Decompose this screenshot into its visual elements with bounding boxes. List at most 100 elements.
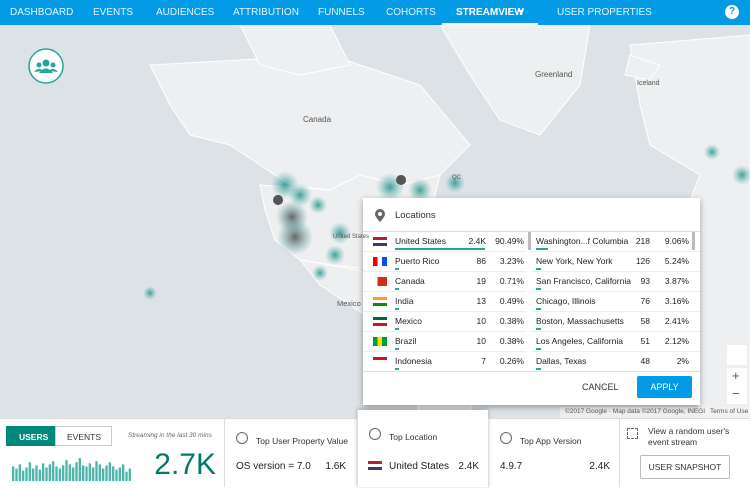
heat xyxy=(329,222,351,244)
spark-bar xyxy=(95,461,98,481)
popup-title: Locations xyxy=(395,210,436,221)
country-percent[interactable]: 0.26% xyxy=(499,356,524,366)
city-name[interactable]: New York, New York xyxy=(536,256,613,266)
flag xyxy=(373,317,387,326)
card xyxy=(488,418,619,487)
map-label: QC xyxy=(452,175,461,181)
country-percent[interactable]: 0.49% xyxy=(499,296,524,306)
zoom-box[interactable] xyxy=(727,368,747,404)
card-title: Top Location xyxy=(389,432,438,442)
country-percent[interactable]: 0.38% xyxy=(499,316,524,326)
users-icon-head xyxy=(36,62,42,68)
city-name[interactable]: Boston, Massachusetts xyxy=(536,316,624,326)
country-count[interactable]: 86 xyxy=(476,256,486,266)
zoom-in[interactable]: + xyxy=(732,368,740,383)
country-percent[interactable]: 3.23% xyxy=(499,256,524,266)
country-name[interactable]: Brazil xyxy=(395,336,417,346)
country-name[interactable]: Canada xyxy=(395,276,425,286)
country-name[interactable]: United States xyxy=(395,236,447,246)
terms-link[interactable]: Terms of Use xyxy=(710,408,749,415)
spark-bar xyxy=(15,468,18,481)
country-percent[interactable]: 0.71% xyxy=(499,276,524,286)
city-percent[interactable]: 2% xyxy=(676,356,689,366)
card-label: 4.9.7 xyxy=(500,461,523,472)
spark-bar xyxy=(98,464,101,481)
city-name[interactable]: Los Angeles, California xyxy=(536,336,623,346)
snapshot-text: View a random user's event stream xyxy=(648,426,730,447)
spark-bar xyxy=(128,468,131,481)
nav-item[interactable]: EVENTS xyxy=(93,7,134,18)
nav-item[interactable]: USER PROPERTIES xyxy=(557,7,652,18)
nav-item[interactable]: COHORTS xyxy=(386,7,436,18)
snapshot-button[interactable]: USER SNAPSHOT xyxy=(640,455,730,479)
share-bar xyxy=(395,368,399,370)
city-count[interactable]: 126 xyxy=(635,256,650,266)
spark-bar xyxy=(35,465,38,481)
spark-bar xyxy=(32,468,35,481)
caret xyxy=(518,10,524,17)
apply-button[interactable]: APPLY xyxy=(637,376,692,398)
nav-item[interactable]: AUDIENCES xyxy=(156,7,215,18)
zoom-out[interactable]: − xyxy=(732,386,740,401)
country-percent[interactable]: 90.49% xyxy=(495,236,524,246)
scrollbar xyxy=(528,232,531,250)
country-name[interactable]: Puerto Rico xyxy=(395,256,440,266)
row-divider xyxy=(363,351,526,352)
flag xyxy=(368,461,382,470)
tab-users[interactable]: USERS xyxy=(19,432,49,442)
country-percent[interactable]: 0.38% xyxy=(499,336,524,346)
spark-bar xyxy=(108,462,111,481)
country-count[interactable]: 2.4K xyxy=(468,236,487,246)
city-count[interactable]: 76 xyxy=(640,296,650,306)
snapshot-icon xyxy=(627,428,638,439)
row-divider xyxy=(363,271,526,272)
city-percent[interactable]: 3.87% xyxy=(664,276,689,286)
city-percent[interactable]: 3.16% xyxy=(664,296,689,306)
nav-item[interactable]: ATTRIBUTION xyxy=(233,7,299,18)
spark-bar xyxy=(12,466,15,481)
help-icon[interactable]: ? xyxy=(725,5,739,19)
country-count[interactable]: 13 xyxy=(476,296,486,306)
nav-item[interactable]: STREAMVIEW xyxy=(456,7,524,18)
city-name[interactable]: Washington...f Columbia xyxy=(536,236,629,246)
country-count[interactable]: 7 xyxy=(481,356,486,366)
card-label: OS version = 7.0 xyxy=(236,461,311,472)
card xyxy=(619,418,750,487)
heat xyxy=(445,173,465,193)
city-count[interactable]: 51 xyxy=(640,336,650,346)
city-count[interactable]: 93 xyxy=(640,276,650,286)
row-divider xyxy=(531,291,700,292)
city-percent[interactable]: 9.06% xyxy=(664,236,689,246)
nav-item[interactable]: DASHBOARD xyxy=(10,7,74,18)
spark-bar xyxy=(22,470,25,481)
heat xyxy=(325,245,345,265)
city-name[interactable]: Chicago, Illinois xyxy=(536,296,596,306)
heat xyxy=(143,286,157,300)
city-percent[interactable]: 2.12% xyxy=(664,336,689,346)
city-count[interactable]: 218 xyxy=(635,236,650,246)
country-count[interactable]: 19 xyxy=(476,276,486,286)
city-percent[interactable]: 5.24% xyxy=(664,256,689,266)
share-bar xyxy=(536,308,541,310)
city-percent[interactable]: 2.41% xyxy=(664,316,689,326)
city-name[interactable]: Dallas, Texas xyxy=(536,356,587,366)
nav-item[interactable]: FUNNELS xyxy=(318,7,365,18)
users-icon-body xyxy=(34,68,58,73)
city-name[interactable]: San Francisco, California xyxy=(536,276,631,286)
cancel-button[interactable]: CANCEL xyxy=(582,382,619,392)
row-divider xyxy=(531,351,700,352)
country-name[interactable]: Mexico xyxy=(395,316,422,326)
spark-bar xyxy=(45,467,48,481)
spark-bar xyxy=(62,465,65,481)
pin-icon xyxy=(375,209,385,222)
country-count[interactable]: 10 xyxy=(476,316,486,326)
tab-events[interactable]: EVENTS xyxy=(67,432,102,442)
pin xyxy=(396,175,407,198)
layer-button[interactable] xyxy=(727,345,747,365)
heat xyxy=(732,165,750,185)
city-count[interactable]: 48 xyxy=(640,356,650,366)
city-count[interactable]: 58 xyxy=(640,316,650,326)
country-name[interactable]: Indonesia xyxy=(395,356,432,366)
country-name[interactable]: India xyxy=(395,296,414,306)
country-count[interactable]: 10 xyxy=(476,336,486,346)
